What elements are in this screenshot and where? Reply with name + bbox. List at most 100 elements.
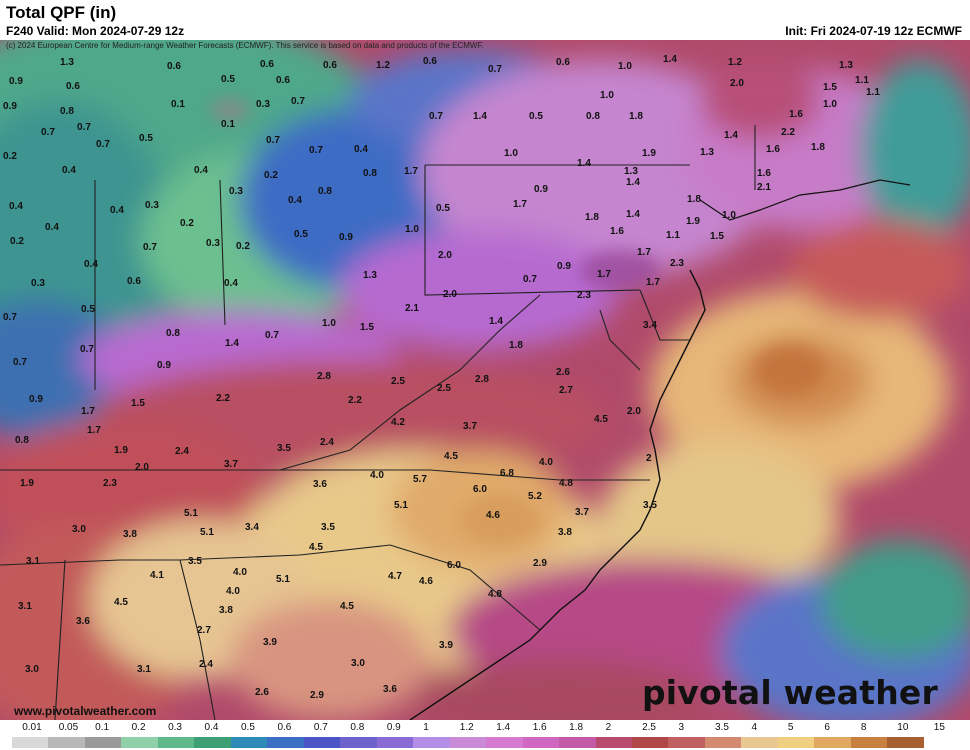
qpf-value-label: 5.1: [184, 508, 198, 519]
qpf-value-label: 1.6: [766, 144, 780, 155]
qpf-value-label: 1.6: [610, 226, 624, 237]
qpf-value-label: 1.8: [509, 340, 523, 351]
qpf-value-label: 0.8: [60, 106, 74, 117]
qpf-value-label: 4.5: [444, 451, 458, 462]
qpf-value-label: 0.8: [166, 328, 180, 339]
site-url[interactable]: www.pivotalweather.com: [14, 704, 157, 718]
qpf-value-label: 0.6: [167, 61, 181, 72]
qpf-value-label: 2.4: [199, 659, 213, 670]
legend-swatch: [376, 737, 414, 748]
qpf-value-label: 0.9: [9, 76, 23, 87]
qpf-value-label: 2.8: [317, 371, 331, 382]
qpf-value-label: 1.7: [87, 425, 101, 436]
legend-swatch: [230, 737, 268, 748]
qpf-value-label: 0.4: [62, 165, 76, 176]
legend-tick-label: 6: [824, 722, 830, 733]
qpf-value-label: 1.5: [360, 322, 374, 333]
qpf-value-label: 3.6: [383, 684, 397, 695]
qpf-value-label: 1.5: [823, 82, 837, 93]
qpf-value-label: 3.9: [439, 640, 453, 651]
qpf-value-label: 1.4: [663, 54, 677, 65]
legend-swatch: [449, 737, 487, 748]
qpf-value-label: 1.0: [322, 318, 336, 329]
legend-tick-label: 0.8: [350, 722, 365, 733]
qpf-value-label: 0.7: [523, 274, 537, 285]
qpf-value-label: 0.9: [3, 101, 17, 112]
qpf-value-label: 0.7: [80, 344, 94, 355]
legend-swatch: [48, 737, 85, 748]
qpf-value-label: 0.7: [266, 135, 280, 146]
legend-tick-label: 2: [605, 722, 612, 733]
qpf-value-label: 1.3: [624, 166, 638, 177]
qpf-raster: [0, 40, 970, 720]
qpf-value-label: 2.4: [320, 437, 334, 448]
qpf-value-label: 1.9: [114, 445, 128, 456]
qpf-value-label: 1.7: [81, 406, 95, 417]
qpf-value-label: 5.1: [200, 527, 214, 538]
qpf-value-label: 0.8: [363, 168, 377, 179]
legend-swatch: [84, 737, 122, 748]
qpf-value-label: 2.3: [577, 290, 591, 301]
legend-swatch: [522, 737, 560, 748]
legend-tick-label: 8: [860, 722, 867, 733]
qpf-value-label: 1.9: [20, 478, 34, 489]
qpf-value-label: 1.4: [225, 338, 239, 349]
qpf-value-label: 1.5: [710, 231, 724, 242]
legend-tick-label: 0.4: [204, 722, 219, 733]
qpf-value-label: 4.8: [488, 589, 502, 600]
qpf-value-label: 3.5: [277, 443, 291, 454]
legend-swatch: [267, 737, 304, 748]
qpf-value-label: 1.4: [626, 209, 640, 220]
qpf-value-label: 0.3: [206, 238, 220, 249]
legend-tick-label: 3: [678, 722, 685, 733]
qpf-value-label: 1.3: [60, 57, 74, 68]
qpf-value-label: 2: [646, 453, 652, 464]
qpf-value-label: 1.0: [600, 90, 614, 101]
qpf-value-label: 3.6: [313, 479, 327, 490]
copyright-notice: (c) 2024 European Centre for Medium-rang…: [6, 41, 484, 50]
qpf-value-label: 0.6: [323, 60, 337, 71]
legend-swatch: [194, 737, 231, 748]
qpf-value-label: 4.7: [388, 571, 402, 582]
legend-swatch: [121, 737, 158, 748]
qpf-value-label: 0.9: [339, 232, 353, 243]
qpf-value-label: 3.5: [188, 556, 202, 567]
qpf-value-label: 0.7: [3, 312, 17, 323]
qpf-value-label: 6.8: [500, 468, 514, 479]
qpf-value-label: 5.2: [528, 491, 542, 502]
legend-tick-label: 0.6: [277, 722, 292, 733]
qpf-value-label: 1.7: [404, 166, 418, 177]
qpf-value-label: 0.7: [265, 330, 279, 341]
qpf-value-label: 0.7: [291, 96, 305, 107]
qpf-value-label: 0.9: [157, 360, 171, 371]
qpf-value-label: 4.8: [559, 478, 573, 489]
qpf-value-label: 0.6: [556, 57, 570, 68]
qpf-value-label: 4.0: [226, 586, 240, 597]
qpf-value-label: 2.9: [310, 690, 324, 701]
qpf-value-label: 2.0: [438, 250, 452, 261]
qpf-value-label: 4.6: [486, 510, 500, 521]
legend-tick-label: 0.5: [241, 722, 255, 733]
qpf-value-label: 6.0: [473, 484, 487, 495]
legend-swatch: [923, 737, 961, 748]
legend-tick-label: 15: [933, 722, 945, 733]
qpf-value-label: 3.1: [26, 556, 40, 567]
header: Total QPF (in) F240 Valid: Mon 2024-07-2…: [0, 0, 970, 40]
qpf-value-label: 2.2: [216, 393, 230, 404]
qpf-value-label: 4.0: [370, 470, 384, 481]
legend-swatch: [413, 737, 450, 748]
qpf-value-label: 1.8: [811, 142, 825, 153]
legend-swatch: [741, 737, 778, 748]
qpf-value-label: 2.6: [255, 687, 269, 698]
legend-tick-label: 0.7: [313, 722, 328, 733]
qpf-value-label: 1.3: [700, 147, 714, 158]
legend-tick-label: 0.2: [131, 722, 146, 733]
qpf-value-label: 0.3: [145, 200, 159, 211]
pivotal-weather-logo: pivotal weather: [641, 673, 938, 712]
qpf-value-label: 1.9: [642, 148, 656, 159]
legend-tick-label: 3.5: [715, 722, 729, 733]
qpf-value-label: 2.1: [405, 303, 419, 314]
qpf-value-label: 0.4: [45, 222, 59, 233]
qpf-value-label: 2.5: [437, 383, 451, 394]
